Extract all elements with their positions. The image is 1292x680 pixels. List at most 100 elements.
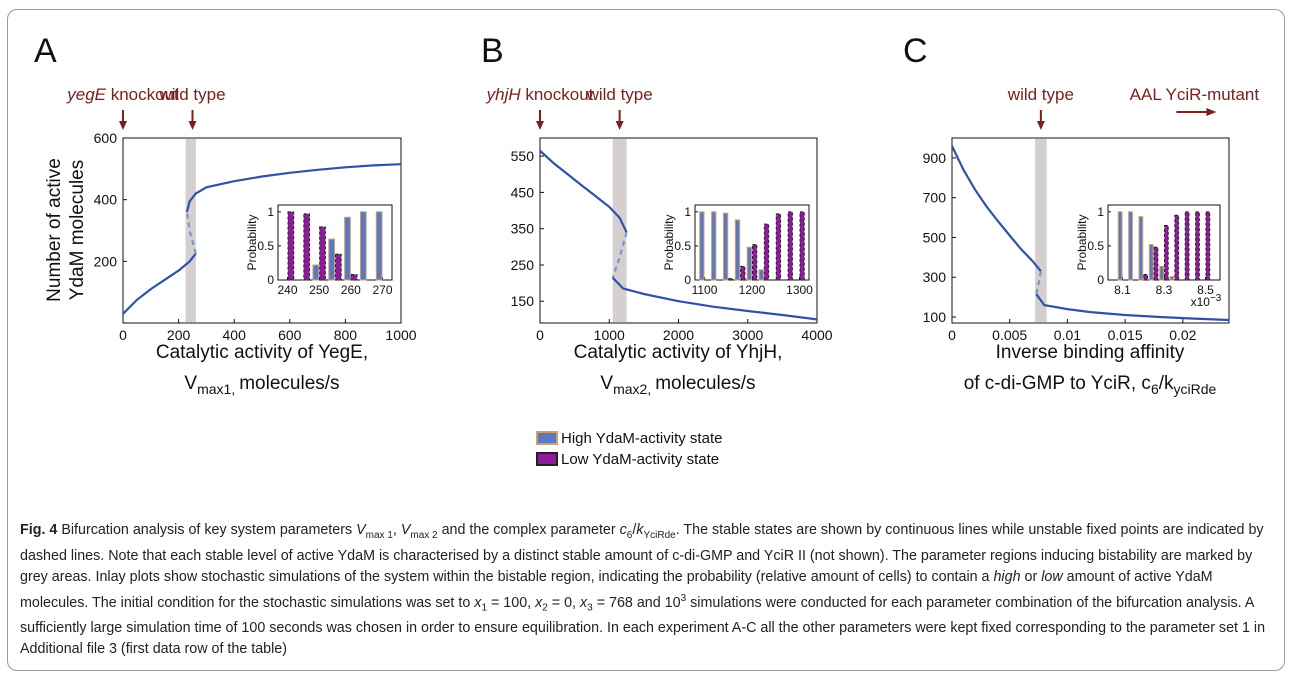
- annotation-label: yhjH knockout: [486, 85, 594, 104]
- x-tick-label: 0.015: [1108, 327, 1143, 343]
- inset-y-tick-label: 1: [684, 205, 691, 219]
- stable-branch-line: [185, 163, 401, 213]
- y-axis-label-a-line1: Number of active: [44, 158, 65, 302]
- inset-y-tick-label: 0.5: [257, 239, 274, 253]
- caption-text: . The stable states are shown by continu…: [20, 522, 1264, 585]
- caption-text: simulations were conducted for each para…: [20, 594, 1266, 658]
- caption-math: x: [535, 594, 543, 611]
- y-tick-label: 250: [511, 257, 535, 273]
- caption-text: = 768 and 10: [592, 594, 681, 611]
- inset-y-tick-label: 0.5: [1087, 239, 1104, 253]
- curves: [123, 163, 401, 315]
- inset-x-tick-label: 1100: [692, 283, 718, 297]
- inset-x-tick-label: 250: [309, 283, 329, 297]
- x-axis-label-a-line2: Vmax1, molecules/s: [184, 373, 339, 397]
- unstable-branch-line: [611, 232, 628, 279]
- inset-bar-low: [1164, 224, 1169, 281]
- caption-math: x: [474, 594, 482, 611]
- inset-x-tick-label: 8.1: [1114, 283, 1131, 297]
- caption-math-sub: 3: [587, 602, 593, 614]
- inset-bar-low: [775, 213, 782, 281]
- caption-text: Bifurcation analysis of key system param…: [57, 522, 357, 538]
- inset-a: 0 0.5 1 240 250 260 270 Probability: [245, 204, 393, 297]
- inset-x-tick-label: 8.5: [1197, 283, 1214, 297]
- panel-b: B Catalytic activity of YhjH, Vmax2, mole…: [481, 32, 818, 397]
- legend: High YdaM-activity state Low YdaM-activi…: [536, 430, 722, 468]
- caption-text: = 100,: [487, 594, 536, 611]
- caption-math: c: [619, 522, 627, 538]
- inset-bar-low: [1205, 211, 1211, 281]
- annotation-text: wild type: [586, 85, 653, 104]
- inset-bar-high: [1138, 216, 1144, 281]
- inset-bar-low: [752, 244, 758, 281]
- plot-area-a: [122, 137, 402, 324]
- panel-a-marks: 0 200 400 600 800 1000 200 400 600 yegE knockoutw…: [66, 85, 417, 343]
- caption-text: and the complex parameter: [437, 522, 620, 538]
- inset-x-tick-label: 240: [277, 283, 297, 297]
- x-tick-label: 0: [948, 327, 956, 343]
- inset-y-axis-label: Probability: [662, 214, 676, 270]
- y-tick-label: 100: [923, 309, 947, 325]
- figure-frame: [7, 9, 1285, 671]
- inset-bar-high: [328, 238, 335, 281]
- legend-swatch-low: [536, 452, 558, 466]
- y-tick-label: 550: [511, 148, 535, 164]
- panel-letter-c: C: [903, 32, 928, 70]
- bistable-region: [1035, 139, 1047, 322]
- caption-math-sup: 3: [680, 592, 687, 604]
- annotation-text: wild type: [1007, 85, 1074, 104]
- legend-label-low: Low YdaM-activity state: [561, 451, 719, 468]
- inset-bar-high: [312, 264, 320, 281]
- inset-bar-low: [335, 253, 342, 281]
- inset-y-tick-label: 0: [267, 273, 274, 287]
- x-tick-label: 600: [278, 327, 302, 343]
- caption-text: or: [1020, 568, 1042, 585]
- y-tick-label: 500: [923, 229, 947, 245]
- inset-y-tick-label: 1: [1097, 205, 1104, 219]
- x-axis-label-c-line2: of c-di-GMP to YciR, c6/kyciRde: [964, 373, 1217, 397]
- inset-x-tick-label: 270: [372, 283, 392, 297]
- x-tick-label: 0.02: [1169, 327, 1196, 343]
- inset-bar-high: [722, 212, 729, 281]
- stable-branch-line: [952, 145, 1042, 272]
- stable-branch-line: [123, 252, 197, 315]
- y-tick-label: 300: [923, 269, 947, 285]
- caption-math-sub: 2: [542, 602, 548, 614]
- y-tick-label: 200: [94, 253, 118, 269]
- panel-letter-b: B: [481, 32, 504, 70]
- inset-frame: [277, 204, 393, 281]
- y-tick-label: 150: [511, 293, 535, 309]
- bistable-region: [612, 139, 627, 322]
- x-tick-label: 2000: [663, 327, 694, 343]
- unstable-branch-line: [185, 211, 197, 254]
- inset-y-tick-label: 1: [267, 205, 274, 219]
- inset-bar-high: [758, 269, 764, 281]
- annotation-label: yegE knockout: [66, 85, 179, 104]
- caption-math-sub: 6: [626, 529, 633, 541]
- inset-bar-high: [344, 216, 351, 281]
- annotation-arrowhead: [119, 121, 127, 130]
- inset-x-tick-label: 260: [341, 283, 361, 297]
- inset-bar-low: [350, 274, 358, 281]
- inset-bar-high: [375, 211, 383, 281]
- inset-c: 0 0.5 1 8.1 8.3 8.5 Probability x10−3: [1075, 204, 1222, 309]
- inset-bar-high: [359, 211, 367, 281]
- inset-exponent-label: x10−3: [1191, 293, 1222, 309]
- bistable-region: [185, 139, 196, 322]
- figure-plots: A Number of active YdaM molecules Cataly…: [34, 32, 1259, 468]
- inset-bar-high: [1148, 244, 1154, 281]
- caption-math-sub: max 2: [410, 529, 438, 541]
- stable-branch-line: [540, 149, 628, 233]
- caption-italic: low: [1041, 568, 1063, 585]
- inset-y-tick-label: 0.5: [674, 239, 691, 253]
- inset-bar-high: [1128, 211, 1133, 281]
- annotation-arrowhead: [1036, 121, 1045, 130]
- inset-bar-high: [1117, 211, 1123, 281]
- inset-bar-high: [699, 211, 705, 281]
- y-tick-label: 400: [94, 192, 118, 208]
- annotation-arrowhead: [536, 121, 544, 130]
- panel-c: C Inverse binding affinity of c-di-GMP t…: [903, 32, 1230, 397]
- caption-text: = 0,: [547, 594, 581, 611]
- inset-exponent-sup: −3: [1210, 293, 1222, 304]
